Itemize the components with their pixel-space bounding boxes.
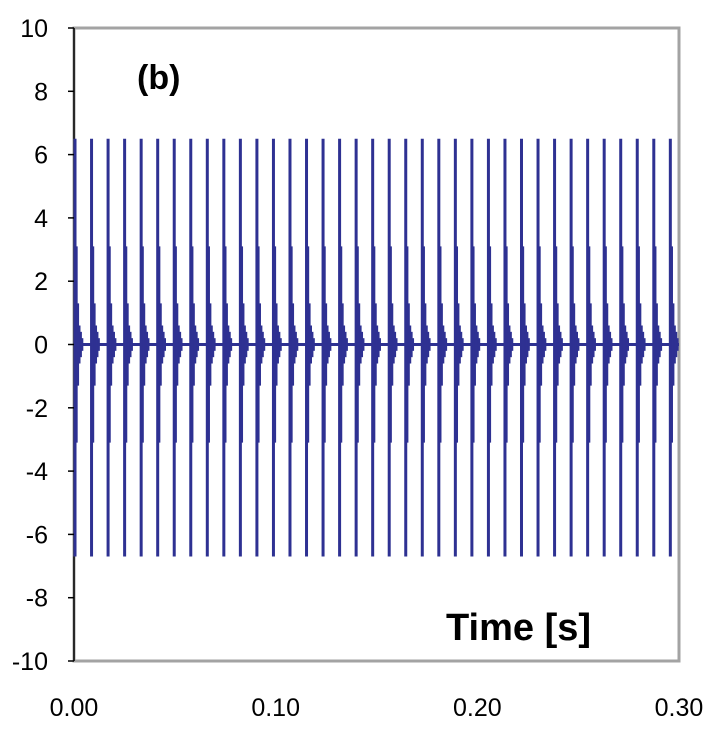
x-tick-label: 0.00 <box>50 694 99 722</box>
y-tick-label: 4 <box>34 205 48 233</box>
y-tick-label: -10 <box>12 648 48 676</box>
y-tick-label: -4 <box>26 458 48 486</box>
signal-series <box>73 138 679 557</box>
y-tick-label: -2 <box>26 395 48 423</box>
y-tick-label: 8 <box>34 78 48 106</box>
x-tick-label: 0.20 <box>453 694 502 722</box>
panel-label: (b) <box>137 59 180 97</box>
y-tick-label: -6 <box>26 521 48 549</box>
y-axis-ticks: 10 8 6 4 2 0 -2 -4 -6 -8 -10 <box>12 15 74 676</box>
y-tick-label: 10 <box>20 15 48 43</box>
x-axis-ticks: 0.00 0.10 0.20 0.30 <box>50 694 704 722</box>
y-tick-label: 2 <box>34 268 48 296</box>
x-tick-label: 0.10 <box>251 694 300 722</box>
x-axis-title: Time [s] <box>446 607 591 649</box>
x-tick-label: 0.30 <box>655 694 704 722</box>
y-tick-label: 6 <box>34 142 48 170</box>
y-tick-label: 0 <box>34 332 48 360</box>
y-tick-label: -8 <box>26 585 48 613</box>
